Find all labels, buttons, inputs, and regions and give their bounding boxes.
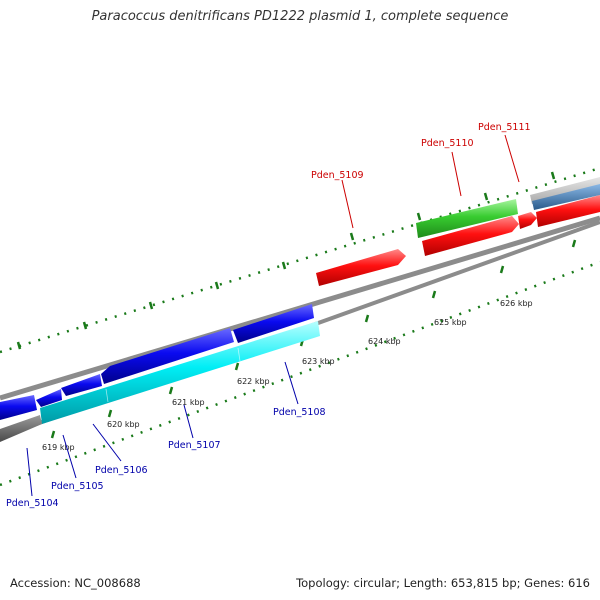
kbp-label-624: 624 kbp	[368, 337, 401, 346]
gene-arrow-green	[416, 199, 518, 238]
gene-label-pden-5106: Pden_5106	[95, 465, 148, 476]
outer-tick-ring	[0, 166, 600, 354]
accession-label: Accession: NC_008688	[10, 576, 141, 590]
gene-label-pden-5109: Pden_5109	[311, 170, 364, 181]
gene-label-pden-5108: Pden_5108	[273, 407, 326, 418]
kbp-label-619: 619 kbp	[42, 443, 75, 452]
gene-arrow-pden-5104	[0, 395, 37, 420]
gene-arrow-gray-lower	[0, 415, 42, 442]
outer-major-ticks	[16, 171, 556, 350]
kbp-label-626: 626 kbp	[500, 299, 533, 308]
inner-major-ticks	[50, 239, 577, 439]
kbp-label-623: 623 kbp	[302, 357, 335, 366]
map-title: Paracoccus denitrificans PD1222 plasmid …	[91, 9, 509, 24]
gene-label-pden-5105: Pden_5105	[51, 481, 104, 492]
gene-labels: Pden_5104 Pden_5105 Pden_5106 Pden_5107 …	[6, 122, 531, 509]
gene-label-pden-5107: Pden_5107	[168, 440, 221, 451]
reverse-strand-genes	[0, 304, 314, 420]
kbp-label-622: 622 kbp	[237, 377, 270, 386]
gene-arrow-red-right	[536, 195, 600, 227]
gene-arrow-pden-5110	[422, 216, 519, 256]
kbp-label-620: 620 kbp	[107, 420, 140, 429]
gene-arrow-pden-5109	[316, 249, 406, 286]
topology-label: Topology: circular; Length: 653,815 bp; …	[296, 576, 590, 590]
gene-arrow-pden-5108	[233, 304, 314, 343]
gene-label-pden-5110: Pden_5110	[421, 138, 474, 149]
kbp-label-621: 621 kbp	[172, 398, 205, 407]
gene-label-pden-5104: Pden_5104	[6, 498, 59, 509]
forward-strand-genes	[316, 195, 600, 286]
gene-arrow-pden-5106	[61, 374, 102, 396]
gene-arrow-steelblue	[532, 184, 600, 210]
gene-arrow-pden-5111	[518, 212, 537, 229]
gene-arrow-pden-5107	[101, 328, 234, 384]
gene-callout-lines	[26, 134, 520, 497]
gene-arrow-pden-5105	[36, 389, 62, 407]
inner-tick-ring	[0, 260, 600, 487]
gene-label-pden-5111: Pden_5111	[478, 122, 531, 133]
kbp-label-625: 625 kbp	[434, 318, 467, 327]
gene-arrow-cyan	[40, 321, 320, 424]
scale-labels: 619 kbp 620 kbp 621 kbp 622 kbp 623 kbp …	[42, 299, 533, 452]
